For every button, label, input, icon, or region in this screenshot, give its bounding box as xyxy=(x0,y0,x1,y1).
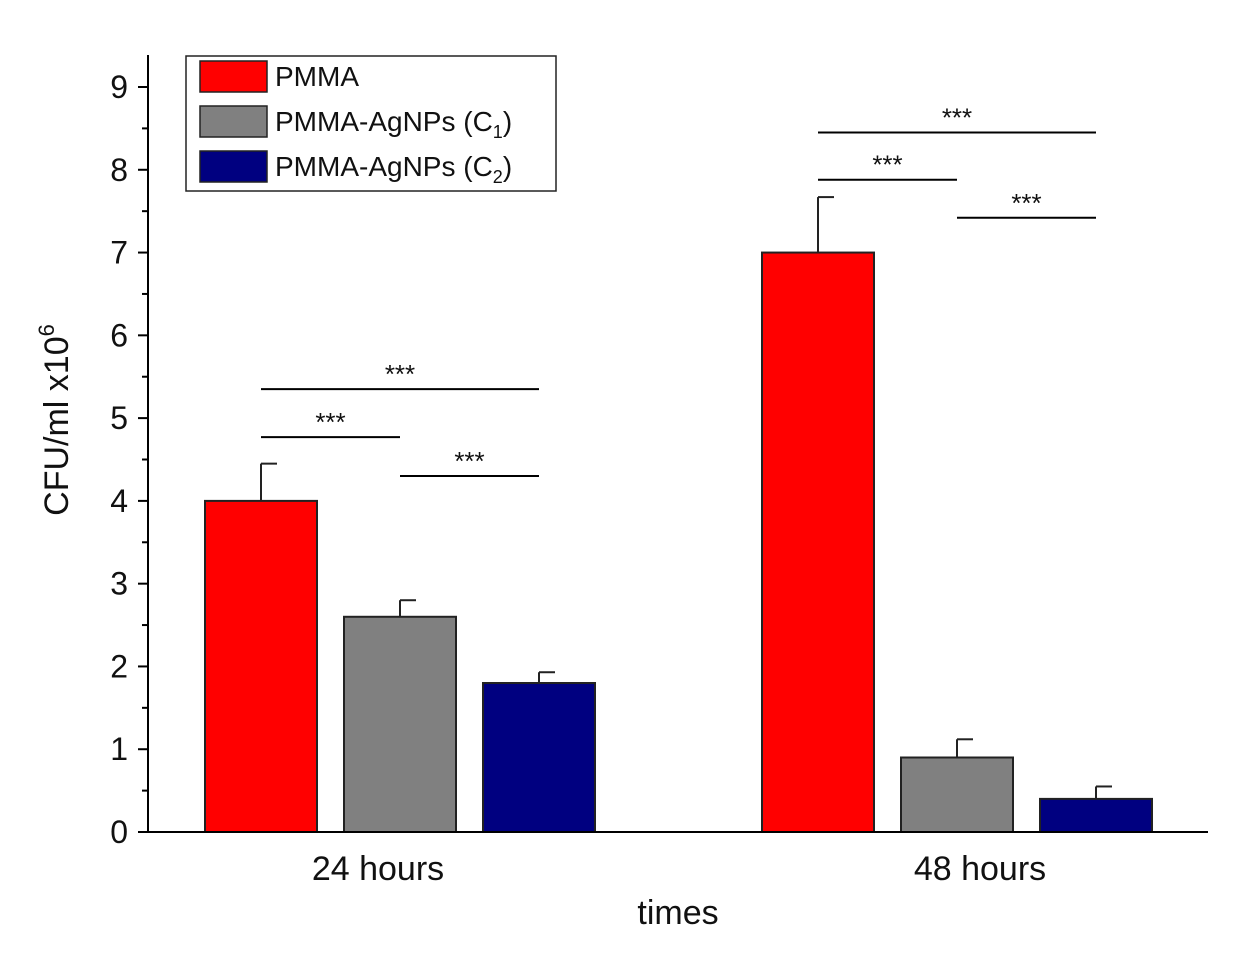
significance-label: *** xyxy=(1011,188,1041,218)
bar xyxy=(343,615,457,833)
x-category-label: 48 hours xyxy=(914,850,1046,888)
y-axis-title: CFU/ml x106 xyxy=(34,324,76,516)
bars xyxy=(204,251,1153,834)
bar xyxy=(900,756,1014,833)
error-bars xyxy=(260,196,1112,799)
axes: 0 1 2 3 4 5 6 7 8 9 24 hours 48 hours xyxy=(110,55,1208,888)
y-tick-label: 6 xyxy=(110,317,128,353)
significance-label: *** xyxy=(454,446,484,476)
y-tick-label: 4 xyxy=(110,483,128,519)
legend-swatch xyxy=(199,150,268,183)
y-tick-label: 9 xyxy=(110,69,128,105)
legend-label: PMMA-AgNPs (C2) xyxy=(275,151,512,187)
legend-swatch xyxy=(199,105,268,138)
y-tick-label: 3 xyxy=(110,566,128,602)
legend-label: PMMA xyxy=(275,61,359,92)
significance-label: *** xyxy=(385,359,415,389)
bar xyxy=(761,251,875,834)
y-tick-label: 7 xyxy=(110,235,128,271)
x-axis-title: times xyxy=(637,894,718,932)
legend-swatch xyxy=(199,60,268,93)
bar xyxy=(482,682,596,833)
significance-label: *** xyxy=(315,407,345,437)
y-tick-label: 1 xyxy=(110,731,128,767)
y-tick-label: 0 xyxy=(110,814,128,850)
significance-label: *** xyxy=(942,103,972,133)
y-tick-label: 5 xyxy=(110,400,128,436)
legend-label: PMMA-AgNPs (C1) xyxy=(275,106,512,142)
significance-annotations: *** *** *** *** *** *** xyxy=(261,103,1096,478)
bar xyxy=(204,499,318,833)
y-tick-label: 8 xyxy=(110,152,128,188)
significance-label: *** xyxy=(872,150,902,180)
x-category-label: 24 hours xyxy=(312,850,444,888)
y-tick-label: 2 xyxy=(110,648,128,684)
bar xyxy=(1039,797,1153,834)
legend: PMMA PMMA-AgNPs (C1) PMMA-AgNPs (C2) xyxy=(185,55,557,192)
